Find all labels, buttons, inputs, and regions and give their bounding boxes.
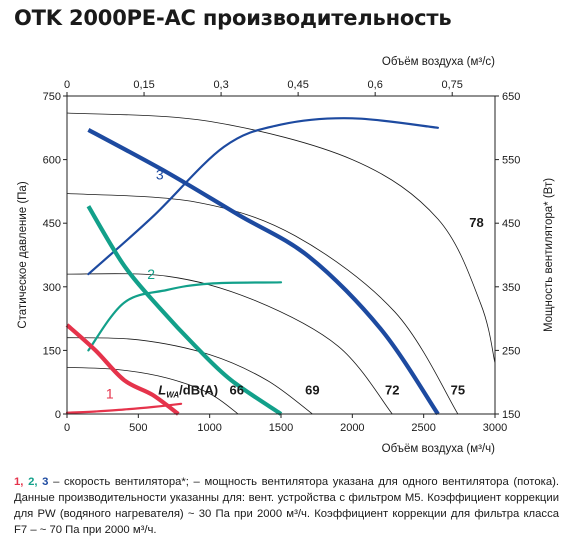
x-tick-label: 1500 — [269, 422, 293, 434]
x2-tick-label: 0,75 — [442, 79, 463, 91]
noise-curve-66 — [66, 367, 239, 415]
y-tick-label: 0 — [55, 409, 61, 421]
y-tick-label: 150 — [43, 345, 61, 357]
x-tick-label: 3000 — [483, 422, 507, 434]
footnote-speed-1: 1 — [14, 476, 21, 488]
page-title: OTK 2000PE-AC производительность — [14, 6, 452, 30]
power-curves — [65, 117, 439, 414]
y2-tick-label: 450 — [502, 218, 520, 230]
x-tick-label: 500 — [129, 422, 147, 434]
x-tick-label: 2000 — [340, 422, 364, 434]
y-tick-label: 450 — [43, 218, 61, 230]
noise-curve-78 — [66, 112, 496, 364]
pressure-curves — [65, 128, 440, 416]
x2-axis-title: Объём воздуха (м³/с) — [382, 56, 495, 68]
y2-axis-title: Мощность вентилятора* (Вт) — [543, 178, 555, 332]
footnote-sep-2: , — [34, 476, 43, 488]
speed-label-3: 3 — [156, 166, 164, 182]
noise-label-bg — [467, 214, 490, 231]
x-tick-label: 2500 — [411, 422, 435, 434]
y2-tick-label: 550 — [502, 155, 520, 167]
noise-curve-69 — [66, 337, 313, 415]
noise-label-78: 78 — [469, 215, 483, 230]
x2-tick-label: 0,3 — [213, 79, 228, 91]
footnote: 1, 2, 3 – скорость вентилятора*; – мощно… — [14, 474, 559, 538]
speed-label-1: 1 — [106, 386, 114, 402]
y2-tick-label: 250 — [502, 345, 520, 357]
y-axis-title: Статическое давление (Па) — [17, 181, 29, 328]
speed-label-2: 2 — [147, 266, 155, 282]
pressure-curve-1 — [65, 323, 180, 416]
y-tick-label: 600 — [43, 155, 61, 167]
noise-curves — [66, 112, 496, 415]
power-curve-1 — [65, 402, 183, 414]
noise-label-72: 72 — [385, 383, 399, 398]
footnote-speed-3: 3 — [42, 476, 49, 488]
x-tick-label: 0 — [64, 422, 70, 434]
pressure-curve-3 — [87, 128, 440, 416]
x2-tick-label: 0 — [64, 79, 70, 91]
y2-tick-label: 350 — [502, 282, 520, 294]
curve-labels: 66 69 72 75 78 LWA/dB(A) 1 2 3 — [106, 166, 490, 402]
footnote-speed-2: 2 — [28, 476, 35, 488]
y2-tick-label: 150 — [502, 409, 520, 421]
y-tick-label: 750 — [43, 91, 61, 103]
x2-tick-label: 0,6 — [368, 79, 383, 91]
noise-curve-75 — [66, 193, 459, 415]
noise-unit-label: LWA/dB(A) — [158, 383, 218, 400]
footnote-text: – скорость вентилятора*; – мощность вент… — [14, 476, 560, 536]
pressure-curve-2 — [86, 205, 283, 416]
noise-label-69: 69 — [305, 383, 319, 398]
x2-tick-label: 0,15 — [133, 79, 154, 91]
noise-label-66: 66 — [230, 383, 244, 398]
x2-tick-label: 0,45 — [287, 79, 308, 91]
power-curve-2 — [87, 281, 283, 352]
noise-label-75: 75 — [451, 383, 465, 398]
x-tick-label: 1000 — [197, 422, 221, 434]
footnote-sep-1: , — [20, 476, 29, 488]
y-tick-label: 300 — [43, 282, 61, 294]
power-curve-3 — [87, 117, 439, 276]
y2-tick-label: 650 — [502, 91, 520, 103]
x-axis-title: Объём воздуха (м³/ч) — [382, 443, 496, 455]
